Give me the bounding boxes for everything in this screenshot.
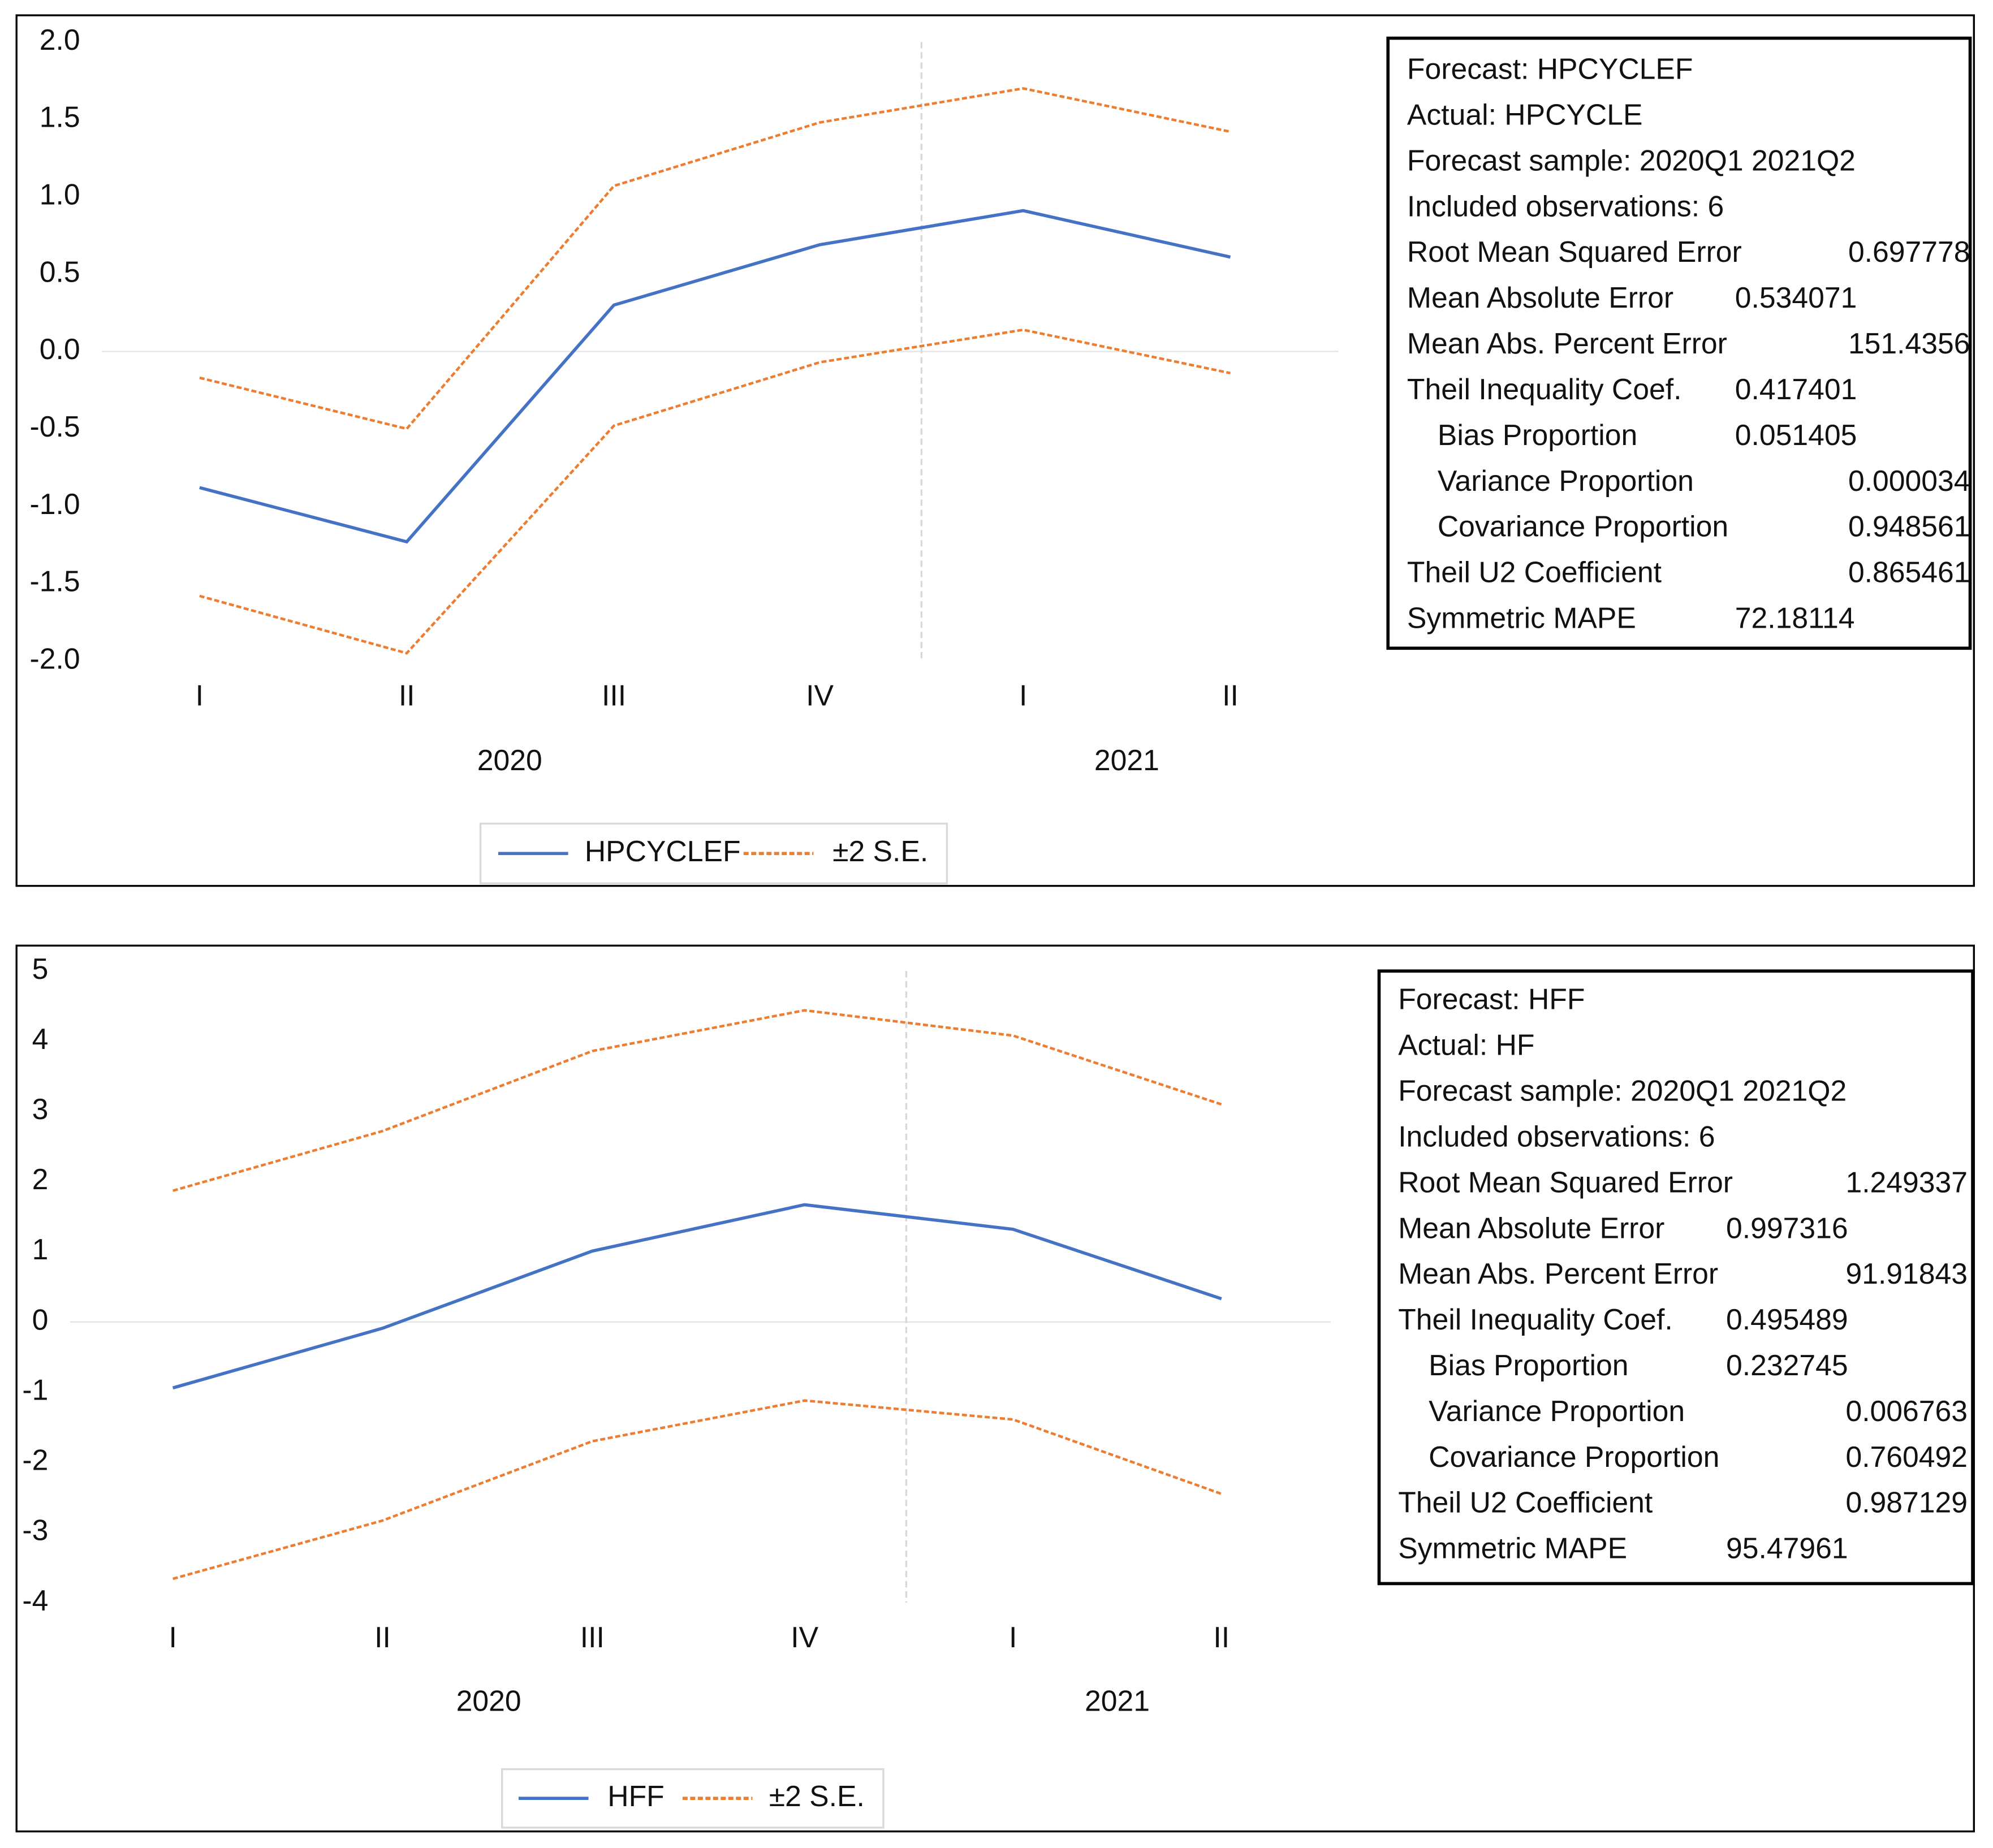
stats-label: Root Mean Squared Error xyxy=(1407,235,1742,268)
stats-value: 0.000034 xyxy=(1848,464,1970,497)
stats-label: Covariance Proportion xyxy=(1438,510,1728,543)
stats-label: Variance Proportion xyxy=(1438,464,1694,497)
band-line xyxy=(172,1009,1222,1192)
stats-label: Theil Inequality Coef. xyxy=(1407,373,1682,405)
legend-label: HPCYCLEF xyxy=(585,835,741,867)
stats-value: 0.495489 xyxy=(1726,1303,1848,1336)
x-tick-label: I xyxy=(1019,679,1027,712)
y-tick-label: -1 xyxy=(22,1373,48,1406)
stats-label: Forecast: HFF xyxy=(1398,983,1585,1016)
x-tick-label: II xyxy=(1222,679,1239,712)
y-tick-label: -3 xyxy=(22,1514,48,1547)
y-tick-label: 2.0 xyxy=(40,23,80,56)
y-tick-label: 4 xyxy=(32,1022,49,1055)
year-label: 2020 xyxy=(477,744,542,776)
band-line xyxy=(199,87,1231,430)
stats-label: Actual: HF xyxy=(1398,1029,1534,1061)
stats-label: Mean Abs. Percent Error xyxy=(1407,327,1727,360)
x-tick-label: I xyxy=(169,1621,176,1653)
y-tick-label: 3 xyxy=(32,1093,49,1125)
stats-label: Theil U2 Coefficient xyxy=(1407,556,1662,589)
y-tick-label: 2 xyxy=(32,1163,49,1195)
stats-label: Theil Inequality Coef. xyxy=(1398,1303,1673,1336)
stats-value: 91.91843 xyxy=(1845,1257,1968,1290)
x-tick-label: I xyxy=(1009,1621,1017,1653)
stats-box xyxy=(1377,969,1974,1586)
x-tick-label: I xyxy=(196,679,204,712)
y-tick-label: 0 xyxy=(32,1303,49,1336)
year-label: 2021 xyxy=(1094,744,1159,776)
stats-value: 95.47961 xyxy=(1726,1532,1848,1565)
stats-value: 0.760492 xyxy=(1845,1440,1968,1473)
stats-value: 0.865461 xyxy=(1848,556,1970,589)
stats-label: Covariance Proportion xyxy=(1429,1440,1719,1473)
y-tick-label: 1.5 xyxy=(40,101,80,133)
x-tick-label: II xyxy=(374,1621,391,1653)
year-label: 2020 xyxy=(456,1684,521,1717)
band-line xyxy=(199,328,1231,655)
stats-label: Mean Abs. Percent Error xyxy=(1398,1257,1718,1290)
legend-label: ±2 S.E. xyxy=(769,1780,865,1812)
band-line xyxy=(172,1399,1222,1581)
stats-label: Symmetric MAPE xyxy=(1398,1532,1627,1565)
y-tick-label: 1.0 xyxy=(40,178,80,211)
y-tick-label: -0.5 xyxy=(30,410,80,443)
stats-label: Theil U2 Coefficient xyxy=(1398,1486,1653,1519)
stats-value: 0.997316 xyxy=(1726,1211,1848,1244)
stats-label: Forecast sample: 2020Q1 2021Q2 xyxy=(1398,1074,1847,1107)
stats-value: 0.987129 xyxy=(1845,1486,1968,1519)
stats-box xyxy=(1386,36,1972,650)
x-tick-label: II xyxy=(1213,1621,1230,1653)
forecast-line xyxy=(172,1203,1222,1390)
stats-label: Included observations: 6 xyxy=(1407,189,1724,222)
y-tick-label: -2 xyxy=(22,1444,48,1476)
panel-frame xyxy=(15,14,1975,887)
y-tick-label: -1.0 xyxy=(30,487,80,520)
y-tick-label: 1 xyxy=(32,1233,49,1266)
y-tick-label: -4 xyxy=(22,1584,48,1617)
x-tick-label: IV xyxy=(791,1621,818,1653)
stats-label: Variance Proportion xyxy=(1429,1394,1685,1427)
stats-label: Forecast sample: 2020Q1 2021Q2 xyxy=(1407,144,1856,176)
stats-value: 0.232745 xyxy=(1726,1349,1848,1381)
stats-value: 0.417401 xyxy=(1735,373,1857,405)
stats-value: 0.948561 xyxy=(1848,510,1970,543)
forecast-line xyxy=(199,209,1231,544)
stats-value: 1.249337 xyxy=(1845,1165,1968,1198)
y-tick-label: -1.5 xyxy=(30,565,80,598)
stats-label: Symmetric MAPE xyxy=(1407,602,1636,634)
stats-label: Mean Absolute Error xyxy=(1407,281,1673,314)
stats-label: Bias Proportion xyxy=(1429,1349,1628,1381)
y-tick-label: -2.0 xyxy=(30,642,80,675)
x-tick-label: IV xyxy=(806,679,834,712)
legend-label: HFF xyxy=(607,1780,664,1812)
x-tick-label: II xyxy=(399,679,415,712)
stats-value: 0.006763 xyxy=(1845,1394,1968,1427)
stats-label: Bias Proportion xyxy=(1438,418,1637,451)
stats-label: Forecast: HPCYCLEF xyxy=(1407,53,1693,85)
x-tick-label: III xyxy=(602,679,626,712)
stats-label: Mean Absolute Error xyxy=(1398,1211,1664,1244)
year-label: 2021 xyxy=(1085,1684,1150,1717)
stats-value: 151.4356 xyxy=(1848,327,1970,360)
stats-value: 0.051405 xyxy=(1735,418,1857,451)
stats-label: Root Mean Squared Error xyxy=(1398,1165,1733,1198)
stats-value: 0.534071 xyxy=(1735,281,1857,314)
stats-value: 72.18114 xyxy=(1735,602,1855,634)
legend-label: ±2 S.E. xyxy=(832,835,928,867)
stats-label: Actual: HPCYCLE xyxy=(1407,98,1643,131)
x-tick-label: III xyxy=(580,1621,605,1653)
y-tick-label: 0.0 xyxy=(40,333,80,365)
y-tick-label: 0.5 xyxy=(40,255,80,288)
stats-value: 0.697778 xyxy=(1848,235,1970,268)
stats-label: Included observations: 6 xyxy=(1398,1120,1715,1152)
y-tick-label: 5 xyxy=(32,952,49,985)
